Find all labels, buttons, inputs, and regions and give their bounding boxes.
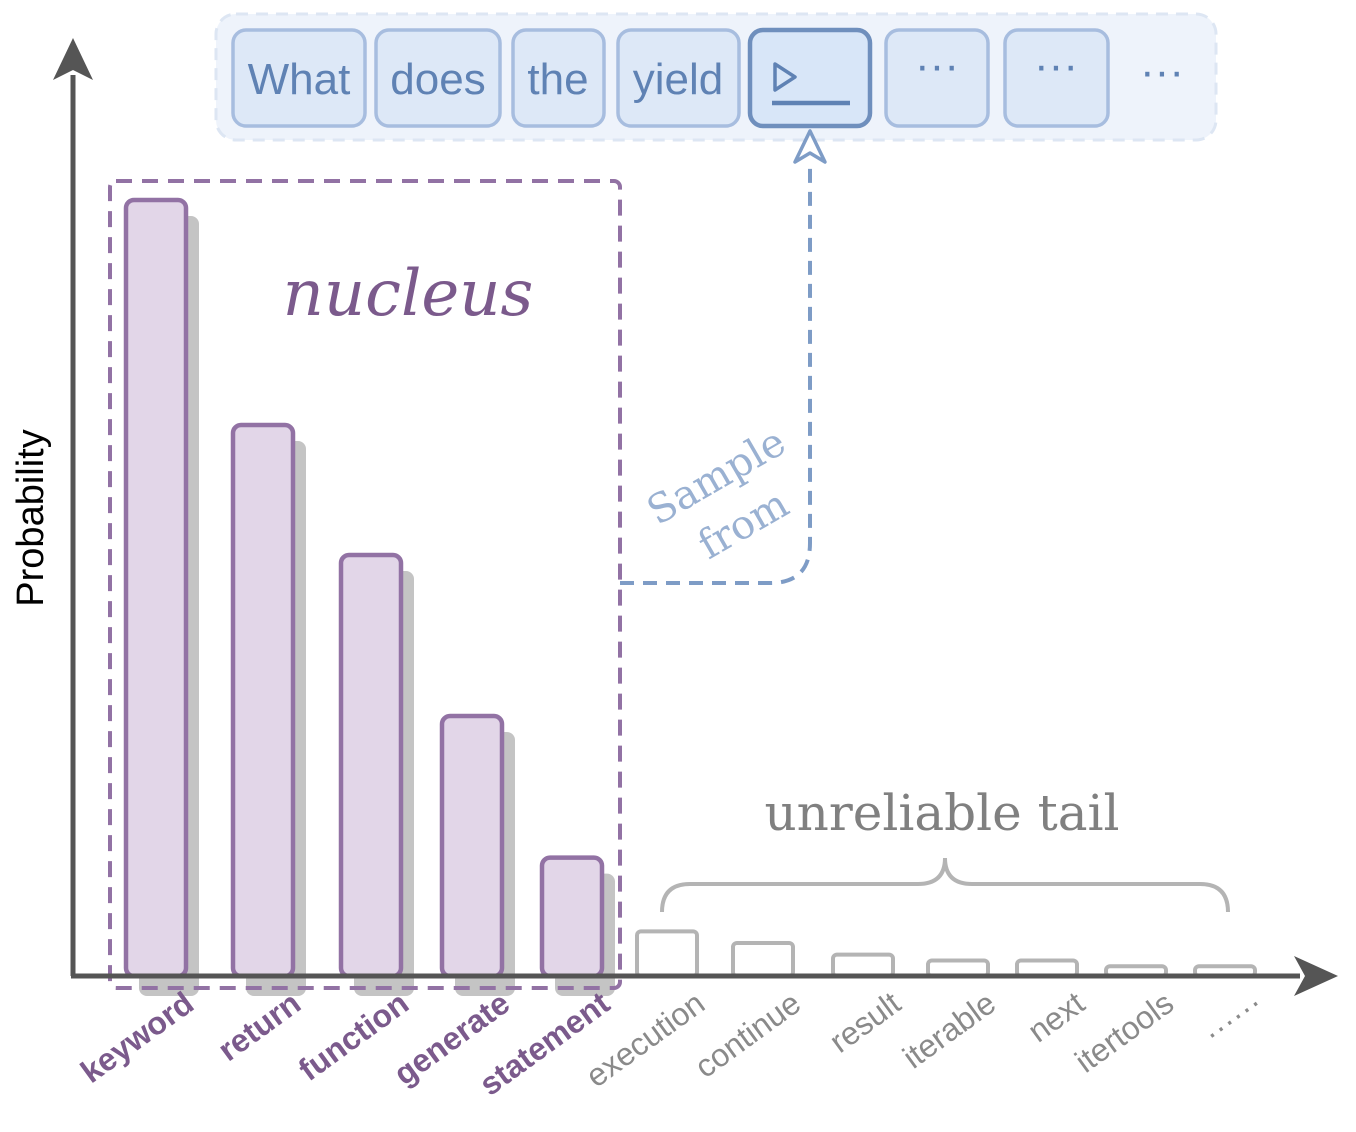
trailing-token-3: ··· [1140, 47, 1184, 96]
bar-statement [539, 855, 605, 979]
token-box-yield [616, 28, 741, 128]
y-axis-label: Probability [10, 429, 52, 606]
nucleus-label: nucleus [283, 257, 534, 331]
bar-continue [731, 941, 795, 979]
token-yield: yield [633, 55, 724, 104]
tail-annotation: unreliable tail [660, 784, 1230, 913]
bar-generate [439, 713, 505, 979]
sample-arrow-path [620, 160, 812, 585]
bar-return [230, 422, 296, 979]
play-cursor-icon [773, 62, 797, 92]
bar-keyword [123, 197, 189, 979]
trailing-tokens: ··· ··· ··· [884, 28, 1184, 128]
tail-brace [660, 857, 1230, 913]
token-does: does [390, 55, 485, 104]
x-axis-arrowhead [1294, 956, 1338, 996]
trailing-token-box-2 [1003, 28, 1110, 128]
category-labels: keyword returnfunctiongeneratestatementex… [74, 984, 1269, 1102]
token-box-what [231, 28, 367, 128]
tail-label: unreliable tail [764, 784, 1119, 842]
trailing-token-1: ··· [915, 41, 959, 90]
category-label-return: return [211, 985, 307, 1068]
token-what: What [248, 55, 351, 104]
bar-function [338, 552, 404, 979]
prompt-tokens: What does the yield [231, 28, 741, 128]
next-token-slot [747, 27, 873, 129]
trailing-token-box-1 [884, 28, 990, 128]
trailing-token-2: ··· [1034, 41, 1078, 90]
category-label-continue: continue [688, 985, 807, 1085]
category-label-result: result [823, 984, 908, 1059]
next-token-box [747, 27, 873, 129]
category-label-keyword: keyword [74, 985, 200, 1090]
bar-execution [635, 929, 699, 979]
category-label--: ······ [1196, 985, 1269, 1052]
token-box-the [511, 28, 606, 128]
axes: Probability [10, 38, 1338, 996]
nucleus-boundary [108, 179, 622, 990]
sample-arrowhead-icon [793, 129, 827, 164]
category-label-itertools: itertools [1068, 985, 1180, 1080]
sample-arrow: Sample from [620, 129, 827, 585]
y-axis-arrowhead [53, 38, 93, 80]
token-the: the [527, 55, 588, 104]
token-box-does [374, 28, 502, 128]
category-label-next: next [1021, 984, 1091, 1049]
category-label-iterable: iterable [896, 985, 1002, 1076]
bar-result [831, 952, 895, 978]
